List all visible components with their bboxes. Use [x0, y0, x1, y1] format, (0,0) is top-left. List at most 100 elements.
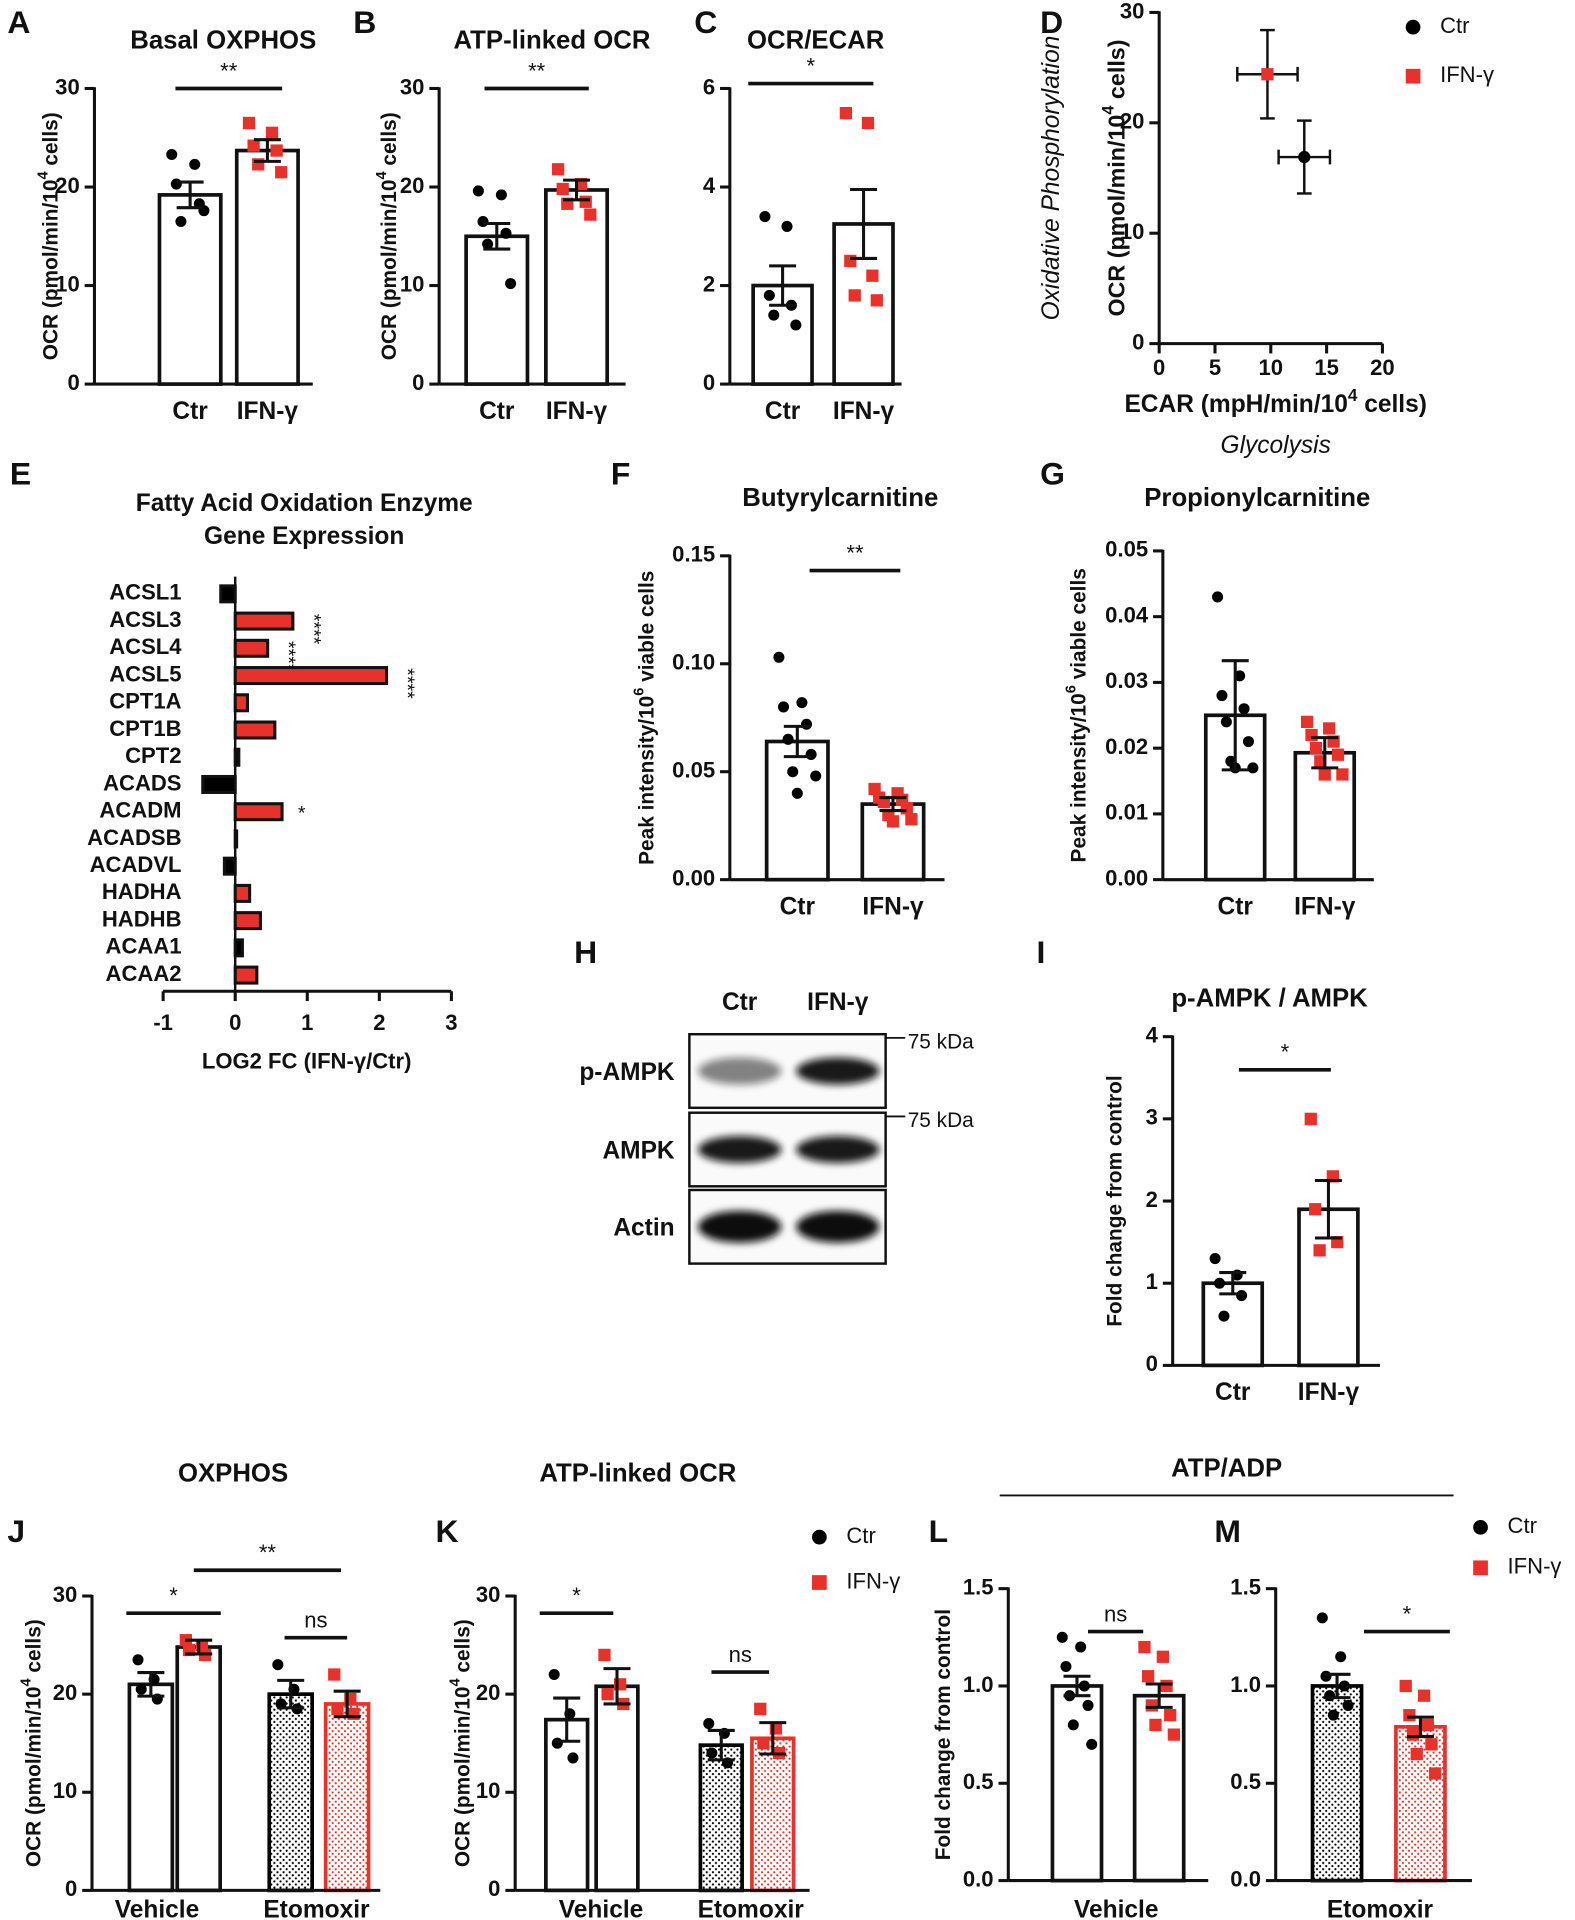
x-tick-label: Etomoxir	[698, 1897, 805, 1920]
x-tick-label: Vehicle	[115, 1897, 200, 1920]
y-tick-label: 6	[703, 74, 715, 99]
y-tick-label: 2	[1146, 1187, 1158, 1212]
legend-label: Ctr	[1508, 1513, 1537, 1538]
y-tick-label: 0.00	[1105, 865, 1148, 890]
y-axis-label-part: OCR (pmol/min/10	[1104, 115, 1130, 317]
panel-letter: M	[1214, 1513, 1241, 1549]
y-tick-label: 0.03	[1105, 668, 1148, 693]
bar	[219, 584, 237, 604]
y-tick-label: CPT1B	[109, 716, 181, 741]
data-point	[579, 195, 592, 208]
y-tick-label: 1.5	[1230, 1574, 1261, 1599]
y-axis-label-part: cells)	[378, 112, 401, 171]
bar	[127, 1682, 175, 1893]
x-tick-label: Ctr	[1215, 1379, 1251, 1406]
y-axis-label: OCR (pmol/min/104 cells)	[18, 1619, 45, 1867]
legend-label: IFN-γ	[1440, 62, 1494, 87]
row-label: AMPK	[602, 1137, 674, 1164]
data-point	[567, 1752, 579, 1764]
y-axis-label: OCR (pmol/min/104 cells)	[374, 112, 401, 360]
blot-band	[796, 1057, 880, 1085]
data-point	[805, 748, 817, 760]
data-point	[1220, 716, 1232, 728]
y-tick-label: 0	[1132, 329, 1144, 354]
y-tick-label: 0.00	[672, 865, 715, 890]
y-tick-label: 0.04	[1105, 602, 1149, 627]
data-point	[1313, 1244, 1326, 1257]
y-tick-label: 0	[65, 1876, 77, 1901]
data-point	[1320, 1670, 1332, 1682]
data-point	[870, 294, 883, 307]
legend-marker	[1473, 1519, 1488, 1535]
data-point	[839, 106, 853, 120]
x-tick-label: 0	[1153, 355, 1165, 380]
data-point	[800, 718, 813, 730]
significance-label: *	[807, 53, 816, 78]
marker-label: 75 kDa	[908, 1109, 974, 1132]
y-tick-label: 10	[53, 1778, 78, 1803]
data-point	[791, 787, 803, 799]
bar	[267, 1692, 315, 1893]
data-point	[1298, 150, 1311, 164]
data-point	[1316, 1612, 1328, 1624]
y-axis-label-part: cells)	[451, 1619, 474, 1678]
data-point	[1342, 1699, 1354, 1711]
legend-marker	[1405, 19, 1421, 35]
y-tick-label: 30	[400, 74, 425, 99]
y-axis-label: OCR (pmol/min/104 cells)	[1100, 39, 1130, 316]
data-point	[757, 1737, 770, 1750]
panel-letter: C	[694, 4, 717, 40]
data-point	[135, 1683, 147, 1695]
data-point	[1406, 1728, 1420, 1741]
chart-title: OXPHOS	[178, 1459, 288, 1487]
data-point	[1156, 1650, 1169, 1663]
x-tick-label: Ctr	[1218, 893, 1254, 920]
bar	[323, 1702, 371, 1893]
panel-letter: F	[611, 456, 630, 492]
y-tick-label: 2	[703, 271, 715, 296]
y-tick-label: 0.02	[1105, 734, 1148, 759]
chart-title: Propionylcarnitine	[1144, 484, 1370, 512]
data-point	[1403, 1709, 1416, 1722]
y-tick-label: 0.5	[963, 1769, 994, 1794]
data-point	[1164, 1709, 1177, 1722]
x-tick-label: 3	[445, 1010, 457, 1035]
chart-title: ATP-linked OCR	[539, 1459, 736, 1487]
group-title: ATP/ADP	[1171, 1454, 1282, 1482]
data-point	[777, 701, 790, 713]
data-point	[328, 1668, 341, 1681]
data-point	[759, 211, 771, 223]
legend-marker	[1405, 68, 1421, 84]
x-axis-label: LOG2 FC (IFN-γ/Ctr)	[202, 1048, 412, 1073]
significance-label: **	[846, 540, 864, 565]
y-tick-label: ACADM	[99, 798, 181, 823]
bar	[698, 1743, 744, 1893]
y-axis-label: OCR (pmol/min/104 cells)	[448, 1619, 475, 1867]
blot-band	[697, 1210, 782, 1243]
row-label: p-AMPK	[579, 1059, 675, 1086]
significance-label: **	[528, 58, 546, 83]
data-point	[477, 215, 489, 228]
data-point	[1338, 1680, 1350, 1692]
significance-label: ****	[277, 641, 299, 672]
y-tick-label: ACADVL	[90, 852, 182, 877]
data-point	[1082, 1699, 1094, 1711]
y-tick-label: ACSL1	[109, 580, 181, 605]
data-point	[551, 1737, 563, 1749]
data-point	[598, 1648, 611, 1662]
y-tick-label: ACADS	[103, 770, 181, 795]
panel-letter: I	[1037, 934, 1046, 970]
panel-letter: L	[929, 1513, 948, 1549]
x-tick-label: Etomoxir	[263, 1897, 370, 1920]
data-point	[1145, 1699, 1158, 1712]
y-tick-label: 0.05	[672, 758, 715, 783]
data-point	[500, 227, 512, 239]
panel-letter: A	[7, 4, 30, 40]
y-tick-label: 20	[53, 1680, 78, 1705]
bar	[233, 666, 389, 686]
y-tick-label: 30	[53, 1582, 78, 1607]
x-tick-label: IFN-γ	[833, 398, 895, 425]
data-point	[189, 158, 201, 170]
x-tick-label: 1	[301, 1010, 313, 1035]
legend-label: Ctr	[1440, 13, 1469, 38]
